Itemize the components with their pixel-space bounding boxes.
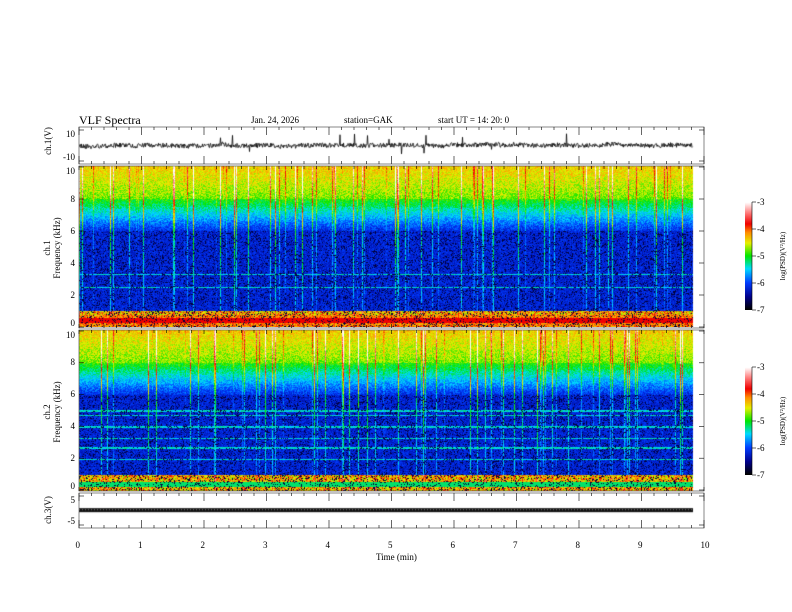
ch3-ylabel: ch.3(V)	[43, 496, 53, 524]
x-tick-label: 3	[263, 539, 268, 550]
colorbar-ch1	[745, 202, 752, 310]
y-tick-label: 6	[70, 225, 76, 236]
x-tick-label: 6	[450, 539, 456, 550]
y-tick-label: 0	[70, 480, 76, 491]
y-tick-label: 10	[66, 128, 75, 139]
ch2-spectrogram-ylabel-1: ch.2	[42, 404, 52, 420]
x-tick-label: 4	[325, 539, 331, 550]
ch2-spectrogram-image	[79, 330, 704, 491]
x-tick-label: 10	[700, 539, 710, 550]
y-tick-label: 4	[70, 420, 76, 431]
colorbar-ch1-label: log(PSD)(V²/Hz)	[779, 231, 787, 281]
y-tick-label: 6	[70, 389, 76, 400]
y-tick-label: 10	[66, 329, 75, 340]
colorbar-tick-label: -5	[757, 415, 765, 426]
y-tick-label: -5	[67, 515, 76, 526]
y-tick-label: 2	[70, 289, 76, 300]
colorbar-tick-label: -7	[757, 304, 765, 315]
ch1-spectrogram-ylabel-2: Frequency (kHz)	[52, 217, 62, 279]
x-tick-label: 5	[388, 539, 393, 550]
y-tick-label: 10	[66, 165, 75, 176]
x-tick-label: 8	[575, 539, 581, 550]
x-tick-label: 9	[638, 539, 643, 550]
y-tick-label: 0	[70, 317, 76, 328]
ch1-spectrogram-ylabel: ch.1 Frequency (kHz)	[42, 198, 62, 298]
plot-title: VLF Spectra	[79, 113, 141, 127]
panel-frame-1	[78, 165, 705, 329]
colorbar-tick-label: -3	[757, 361, 765, 372]
colorbar-tick-label: -6	[757, 277, 765, 288]
x-tick-label: 7	[513, 539, 518, 550]
y-tick-label: 4	[70, 257, 76, 268]
y-tick-label: 5	[70, 494, 76, 505]
x-tick-label: 2	[200, 539, 206, 550]
ch1-spectrogram-image	[79, 166, 704, 327]
y-tick-label: 8	[70, 357, 76, 368]
colorbar-tick-label: -6	[757, 442, 765, 453]
colorbar-ch2	[745, 367, 752, 475]
start-time-label: start UT = 14: 20: 0	[438, 115, 510, 125]
panel-frame-2	[78, 329, 705, 492]
colorbar-tick-label: -3	[757, 196, 765, 207]
y-tick-label: 8	[70, 193, 76, 204]
colorbar-tick-label: -4	[757, 223, 765, 234]
x-tick-label: 1	[138, 539, 143, 550]
colorbar-tick-label: -7	[757, 469, 765, 480]
ch2-spectrogram-ylabel-2: Frequency (kHz)	[52, 381, 62, 443]
x-axis-label: Time (min)	[376, 552, 417, 562]
ch1-spectrogram-ylabel-1: ch.1	[42, 240, 52, 256]
station-label: station=GAK	[344, 115, 393, 125]
y-tick-label: 2	[70, 452, 76, 463]
ch2-spectrogram-ylabel: ch.2 Frequency (kHz)	[42, 362, 62, 462]
date-label: Jan. 24, 2026	[251, 115, 299, 125]
colorbar-tick-label: -5	[757, 250, 765, 261]
colorbar-ch2-label: log(PSD)(V²/Hz)	[779, 396, 787, 446]
colorbar-tick-label: -4	[757, 388, 765, 399]
ch1-ylabel: ch.1(V)	[43, 127, 53, 155]
y-tick-label: -10	[63, 151, 75, 162]
x-tick-label: 0	[75, 539, 81, 550]
